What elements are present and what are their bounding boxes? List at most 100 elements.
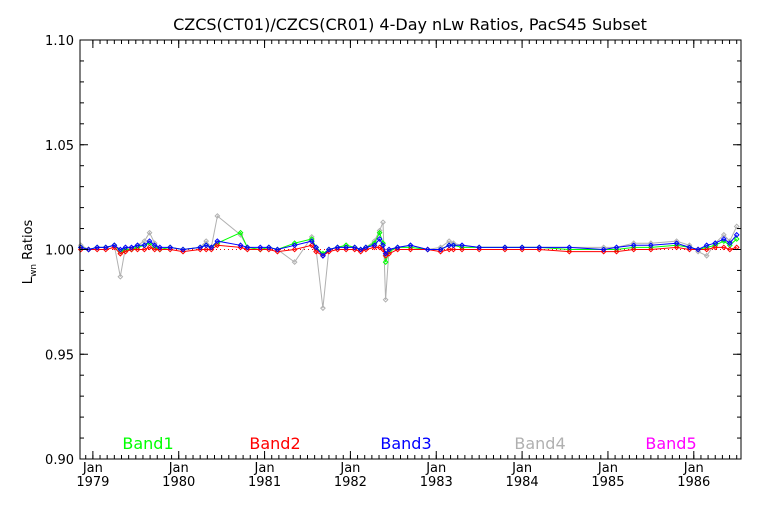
data-point-band1 <box>733 236 740 242</box>
data-point-band2 <box>407 246 414 253</box>
data-point-band3 <box>733 231 740 238</box>
data-point-band3 <box>167 244 174 251</box>
data-point-band3 <box>203 242 210 249</box>
x-tick-label-month: Jan <box>254 461 275 476</box>
data-point-band3 <box>519 244 526 251</box>
data-point-band3 <box>146 238 153 245</box>
data-point-band3 <box>502 244 508 251</box>
data-point-band3 <box>326 246 332 253</box>
y-axis-label: Lwn Ratios <box>21 219 39 284</box>
data-point-band2 <box>146 244 153 251</box>
x-tick-label-year: 1985 <box>591 475 624 490</box>
x-tick-label-year: 1981 <box>248 475 281 490</box>
data-point-band3 <box>122 244 129 251</box>
data-point-band3 <box>265 244 272 251</box>
data-point-band2 <box>703 246 710 253</box>
data-point-band3 <box>726 240 733 247</box>
x-tick-label-year: 1982 <box>334 475 367 490</box>
data-point-band3 <box>380 242 386 249</box>
x-tick-label-month: Jan <box>511 461 532 476</box>
x-tick-label-month: Jan <box>425 461 446 476</box>
data-point-band3 <box>197 244 204 251</box>
data-point-band2 <box>122 248 129 255</box>
data-point-band3 <box>394 244 401 251</box>
data-point-band3 <box>134 242 141 249</box>
data-point-band2 <box>726 246 733 253</box>
legend: Band1 Band2 Band3 Band4 Band5 <box>122 434 696 453</box>
data-point-band3 <box>613 244 620 251</box>
data-point-band4 <box>382 296 389 303</box>
data-point-band4 <box>380 219 386 226</box>
data-point-band2 <box>566 248 573 255</box>
data-point-band2 <box>134 246 141 253</box>
data-point-band3 <box>600 246 607 253</box>
data-point-band3 <box>703 242 710 249</box>
data-point-band3 <box>536 244 543 251</box>
data-point-band3 <box>712 240 719 247</box>
data-point-band3 <box>237 242 244 249</box>
data-point-band3 <box>446 242 453 249</box>
data-point-band3 <box>151 242 158 249</box>
data-point-band3 <box>371 242 378 249</box>
data-point-band2 <box>712 244 719 251</box>
x-tick-label-month: Jan <box>339 461 360 476</box>
data-point-band2 <box>720 244 727 251</box>
data-point-band3 <box>208 244 215 251</box>
data-point-band2 <box>203 246 210 253</box>
data-point-band3 <box>141 242 148 249</box>
data-point-band3 <box>244 244 251 251</box>
data-point-band4 <box>214 213 221 219</box>
data-point-band3 <box>386 246 392 253</box>
data-point-band2 <box>446 246 453 253</box>
y-axis-label-subscript: wn <box>29 264 39 277</box>
data-point-band3 <box>320 252 326 259</box>
x-tick-label-month: Jan <box>82 461 103 476</box>
data-point-band2 <box>733 244 740 251</box>
data-point-band3 <box>450 242 457 249</box>
data-point-band3 <box>459 242 465 249</box>
chart-title: CZCS(CT01)/CZCS(CR01) 4-Day nLw Ratios, … <box>173 15 647 34</box>
x-tick-label-year: 1986 <box>677 475 710 490</box>
data-point-band4 <box>117 273 124 280</box>
data-point-band3 <box>673 240 680 247</box>
data-point-band3 <box>476 244 483 251</box>
data-point-band3 <box>102 244 109 251</box>
legend-item-band3: Band3 <box>380 434 431 453</box>
data-point-band2 <box>673 244 680 251</box>
data-point-band2 <box>459 246 465 253</box>
x-tick-label-year: 1980 <box>162 475 195 490</box>
data-point-band3 <box>343 244 350 251</box>
legend-item-band2: Band2 <box>249 434 300 453</box>
data-point-band3 <box>376 236 383 242</box>
y-tick-label: 0.95 <box>45 348 74 363</box>
data-point-band3 <box>85 246 92 253</box>
data-point-band2 <box>291 246 298 253</box>
data-point-band1 <box>382 259 389 265</box>
x-tick-label-month: Jan <box>683 461 704 476</box>
data-point-band2 <box>151 246 158 253</box>
data-point-band3 <box>111 242 118 249</box>
y-tick-label: 1.10 <box>45 34 74 49</box>
data-point-band2 <box>376 244 383 251</box>
data-point-band2 <box>313 248 319 255</box>
data-point-band3 <box>117 246 124 253</box>
data-point-band3 <box>128 244 135 251</box>
x-tick-label-year: 1983 <box>420 475 453 490</box>
data-point-band3 <box>274 246 281 253</box>
data-point-band3 <box>630 242 637 249</box>
data-point-band4 <box>291 259 298 265</box>
data-point-band2 <box>117 250 124 257</box>
data-point-band3 <box>257 244 264 251</box>
y-tick-label: 1.00 <box>45 244 74 259</box>
x-tick-label-month: Jan <box>597 461 618 476</box>
data-point-band3 <box>334 244 341 251</box>
series-line-band4 <box>80 215 738 309</box>
data-point-band2 <box>141 246 148 253</box>
data-point-band2 <box>308 242 315 249</box>
data-point-band2 <box>450 246 457 253</box>
data-point-band3 <box>291 242 298 249</box>
data-point-band3 <box>686 244 693 251</box>
data-point-band2 <box>214 242 221 249</box>
series-line-band3 <box>80 234 738 257</box>
data-point-band1 <box>237 229 244 236</box>
